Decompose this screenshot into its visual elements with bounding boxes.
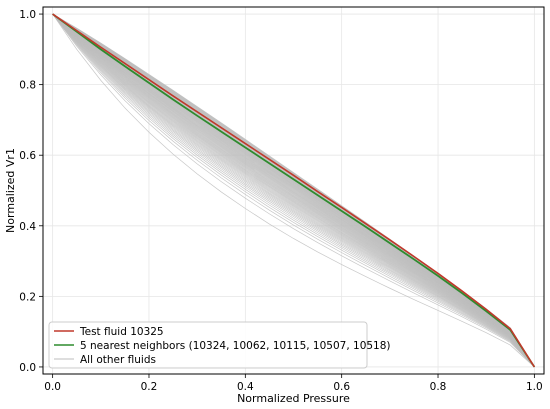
other-fluid-line: [52, 13, 535, 368]
legend-entry-test-fluid: Test fluid 10325: [79, 326, 164, 338]
y-tick-label: 0.2: [19, 291, 36, 303]
x-tick-label: 0.6: [333, 381, 350, 393]
other-fluid-line: [52, 13, 535, 368]
other-fluid-line: [52, 13, 535, 368]
y-tick-label: 1.0: [19, 9, 36, 21]
plot-frame: [42, 6, 545, 375]
other-fluid-line: [52, 13, 535, 368]
other-fluids-band: [52, 13, 535, 368]
series-line-nearest-neighbors: [52, 13, 536, 368]
y-axis-label: Normalized Vr1: [4, 148, 17, 233]
other-fluid-line: [52, 13, 535, 368]
x-tick-label: 0.0: [44, 381, 61, 393]
legend: Test fluid 10325 5 nearest neighbors (10…: [48, 321, 391, 369]
legend-box: [48, 321, 368, 369]
y-tick-label: 0.6: [19, 150, 36, 162]
y-tick-label: 0.8: [19, 80, 36, 92]
grid: [43, 7, 544, 374]
other-fluid-line: [52, 13, 535, 368]
other-fluid-line: [52, 13, 535, 368]
x-tick-label: 0.8: [430, 381, 447, 393]
x-axis-label: Normalized Pressure: [237, 392, 350, 405]
other-fluid-line: [52, 13, 535, 368]
series-line-test-fluid: [52, 13, 536, 368]
series-lines: [52, 13, 536, 368]
other-fluid-line: [52, 13, 535, 368]
other-fluid-line: [52, 13, 535, 368]
y-tick-label: 0.4: [19, 221, 36, 233]
y-tick-label: 0.0: [19, 362, 36, 374]
other-fluid-line: [52, 13, 535, 368]
ticks: 0.0 0.2 0.4 0.6 0.8 1.0 0.0 0.2 0.4 0.6 0.8 1.0: [19, 9, 542, 393]
legend-entry-nearest-neighbors: 5 nearest neighbors (10324, 10062, 10115…: [80, 340, 391, 352]
other-fluid-line: [52, 13, 535, 368]
other-fluid-line: [52, 13, 535, 368]
x-tick-label: 1.0: [526, 381, 543, 393]
x-tick-label: 0.4: [237, 381, 254, 393]
other-fluid-line: [52, 13, 535, 368]
other-fluid-line: [52, 13, 535, 368]
other-fluid-line: [52, 13, 535, 368]
other-fluid-line: [52, 13, 535, 368]
other-fluid-line: [52, 13, 535, 368]
other-fluid-line: [52, 13, 535, 368]
legend-entry-other-fluids: All other fluids: [80, 354, 156, 366]
other-fluid-line: [52, 13, 535, 368]
x-tick-label: 0.2: [141, 381, 158, 393]
other-fluid-line: [52, 13, 535, 368]
other-fluid-line: [52, 13, 535, 368]
